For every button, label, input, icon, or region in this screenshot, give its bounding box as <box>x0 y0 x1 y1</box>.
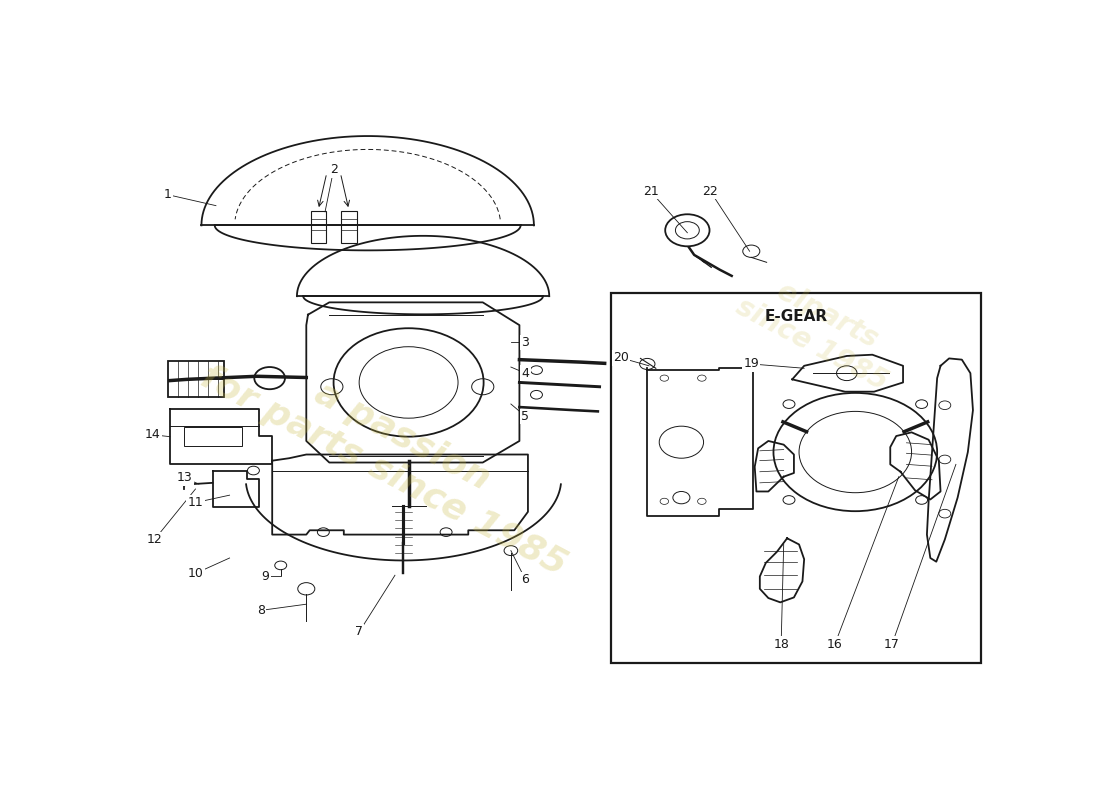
Text: 8: 8 <box>257 604 265 617</box>
Text: 17: 17 <box>884 638 900 650</box>
Bar <box>610 293 981 662</box>
Bar <box>185 427 242 446</box>
Text: 9: 9 <box>262 570 270 583</box>
Text: 3: 3 <box>521 336 529 349</box>
Text: 10: 10 <box>187 567 204 580</box>
Bar <box>168 361 224 397</box>
Text: 11: 11 <box>188 496 204 509</box>
Text: 2: 2 <box>330 163 338 177</box>
Text: 19: 19 <box>744 358 759 370</box>
Text: 4: 4 <box>521 366 529 380</box>
Text: 21: 21 <box>642 185 659 198</box>
Bar <box>310 210 326 242</box>
Text: 7: 7 <box>355 626 363 638</box>
Text: 18: 18 <box>773 638 789 650</box>
Text: elparts
since 1985: elparts since 1985 <box>732 264 907 396</box>
Text: a passion
for parts since 1985: a passion for parts since 1985 <box>196 325 591 582</box>
Text: 1: 1 <box>164 188 172 201</box>
Text: E-GEAR: E-GEAR <box>764 309 827 324</box>
Text: 13: 13 <box>176 471 192 485</box>
Text: 12: 12 <box>146 533 163 546</box>
Text: 6: 6 <box>521 573 529 586</box>
Text: 22: 22 <box>703 185 718 198</box>
Text: 16: 16 <box>827 638 843 650</box>
Text: 20: 20 <box>613 351 629 364</box>
Text: 14: 14 <box>145 428 161 442</box>
Bar <box>341 210 356 242</box>
Text: 5: 5 <box>521 410 529 423</box>
